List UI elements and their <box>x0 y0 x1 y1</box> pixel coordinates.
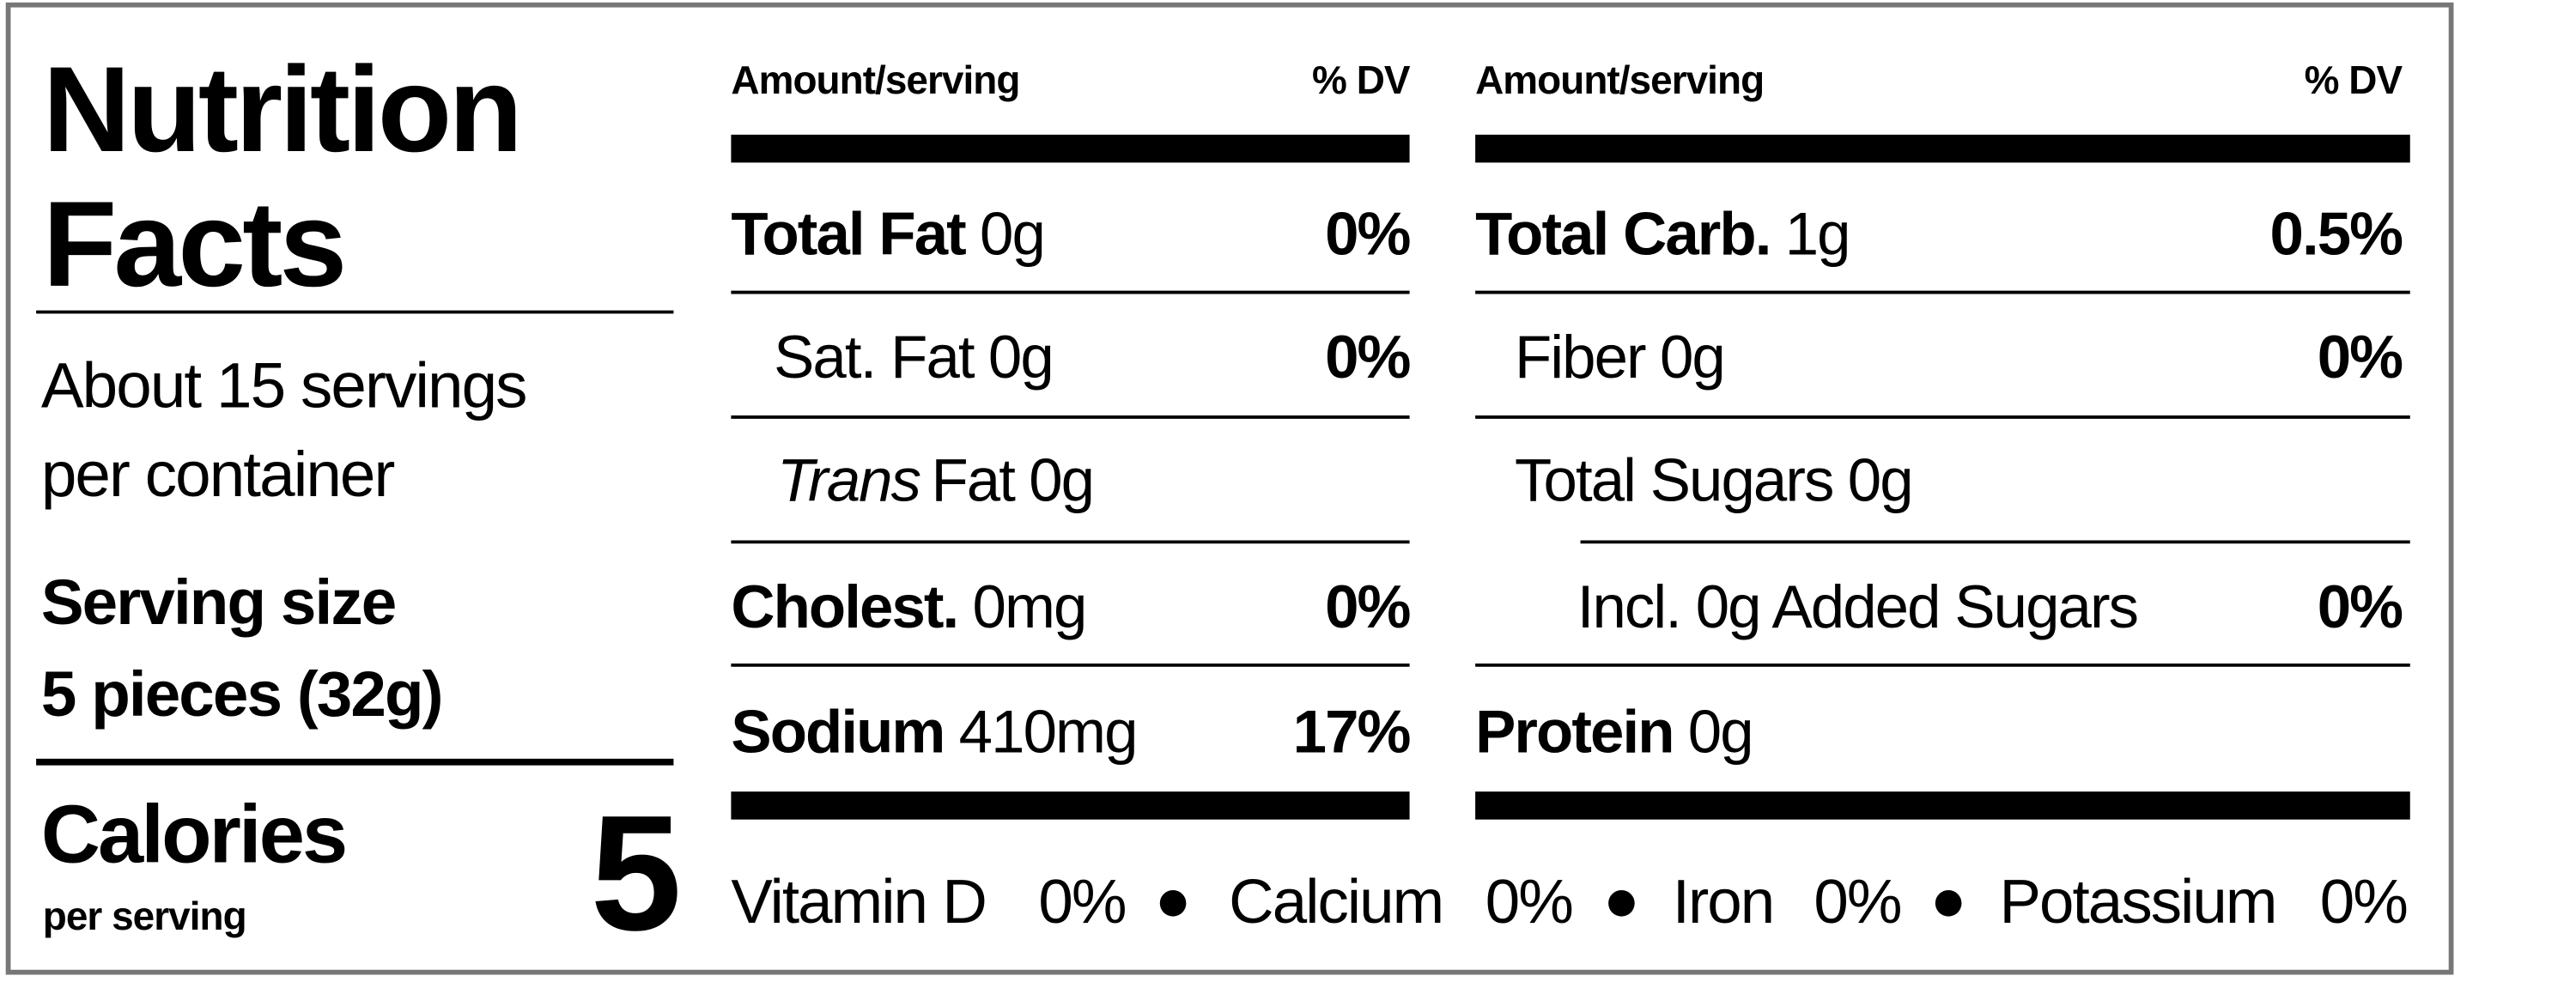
title-line: Facts <box>43 177 344 312</box>
nutrient-dv: 0% <box>2318 573 2403 641</box>
vitamin-dv: 0% <box>1485 867 1573 936</box>
bullet <box>1935 889 1962 917</box>
nutrient-name-italic: Trans <box>777 447 920 515</box>
nutrient-amount: 0g <box>1688 698 1753 766</box>
nutrient-amount: 0g <box>988 324 1053 391</box>
nutrient-name: Total Carb. <box>1475 201 1770 269</box>
nutrient-amount: 0g <box>1848 447 1912 515</box>
nutrient-dv: 0% <box>1325 573 1410 641</box>
nutrient: Trans Fat 0g <box>777 447 1093 515</box>
vitamin-dv: 0% <box>1038 867 1126 936</box>
nutrient: Total Carb. 1g <box>1475 201 1850 269</box>
serving-size-label: Serving size <box>41 566 395 638</box>
nutrient-name: Fat <box>931 447 1016 515</box>
nutrient-name: Total Fat <box>731 201 966 269</box>
nutrient: Total Sugars 0g <box>1515 447 1912 515</box>
nutrient: Sat. Fat 0g <box>774 324 1053 391</box>
nutrient-name: Fiber <box>1515 324 1646 391</box>
nutrient-amount: 0g <box>980 201 1044 269</box>
nutrient-name: Cholest. <box>731 573 957 641</box>
header-amount: Amount/serving <box>1475 58 1764 102</box>
nutrient: Total Fat 0g <box>731 201 1044 269</box>
vitamin-name: Vitamin D <box>731 867 986 936</box>
vitamin-dv: 0% <box>2320 867 2408 936</box>
thick-bar <box>731 134 1410 163</box>
nutrient: Sodium 410mg <box>731 698 1136 766</box>
nutrient-name: Protein <box>1475 698 1673 766</box>
nutrient-dv: 0% <box>1325 324 1410 391</box>
nutrient-amount: 0mg <box>973 573 1086 641</box>
thick-bar <box>731 791 1410 820</box>
nutrient-amount: 0g <box>1029 447 1093 515</box>
nutrient-amount: 1g <box>1785 201 1850 269</box>
calories-value: 5 <box>591 781 682 965</box>
nutrient-dv: 0% <box>1325 201 1410 269</box>
servings-line: About 15 servings <box>41 349 526 421</box>
nutrient-dv: 0.5% <box>2270 201 2403 269</box>
header-dv: % DV <box>1312 58 1411 102</box>
calories-label: Calories <box>41 788 346 880</box>
header-amount: Amount/serving <box>731 58 1019 102</box>
serving-size-value: 5 pieces (32g) <box>41 658 442 730</box>
nutrient-name: Sodium <box>731 698 944 766</box>
header-dv: % DV <box>2305 58 2403 102</box>
nutrient-amount: 410mg <box>959 698 1137 766</box>
vitamin-name: Calcium <box>1229 867 1443 936</box>
nutrient: Fiber 0g <box>1515 324 1724 391</box>
servings-line: per container <box>41 438 395 510</box>
bullet <box>1159 889 1187 917</box>
bullet <box>1608 889 1635 917</box>
vitamin-dv: 0% <box>1814 867 1901 936</box>
thick-bar <box>1475 134 2410 163</box>
vitamin-name: Iron <box>1673 867 1774 936</box>
nutrient-name: Incl. 0g Added Sugars <box>1577 573 2137 641</box>
vitamin-name: Potassium <box>1999 867 2275 936</box>
title-line: Nutrition <box>43 42 519 178</box>
nutrient-amount: 0g <box>1660 324 1724 391</box>
calories-sublabel: per serving <box>43 894 246 938</box>
thick-bar <box>1475 791 2410 820</box>
nutrient: Protein 0g <box>1475 698 1753 766</box>
nutrient-name: Sat. Fat <box>774 324 975 391</box>
nutrient: Cholest. 0mg <box>731 573 1085 641</box>
nutrient-dv: 17% <box>1293 698 1411 766</box>
nutrient-name: Total Sugars <box>1515 447 1832 515</box>
nutrient-dv: 0% <box>2318 324 2403 391</box>
